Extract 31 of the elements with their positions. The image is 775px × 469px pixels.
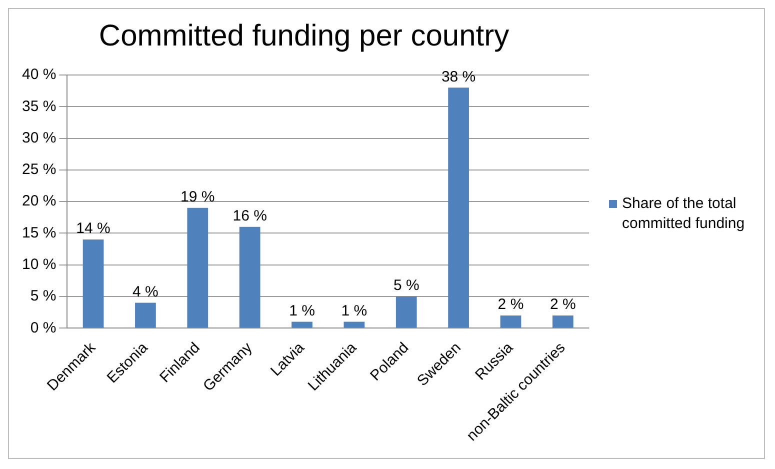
data-label: 2 % xyxy=(498,296,524,314)
data-label: 16 % xyxy=(232,208,267,225)
data-label: 5 % xyxy=(393,277,420,294)
bar xyxy=(448,88,469,328)
y-tick-label: 10 % xyxy=(22,256,56,273)
y-tick-label: 15 % xyxy=(22,224,56,242)
data-label: 14 % xyxy=(76,220,110,238)
y-tick-label: 20 % xyxy=(22,192,56,210)
data-label: 2 % xyxy=(550,296,576,314)
data-label: 4 % xyxy=(132,283,158,300)
bar xyxy=(187,208,208,328)
bar xyxy=(396,296,417,328)
data-label: 1 % xyxy=(289,302,315,320)
y-tick-label: 5 % xyxy=(30,288,56,305)
bar xyxy=(135,302,156,328)
y-tick-label: 35 % xyxy=(22,98,56,115)
bar xyxy=(292,322,312,328)
y-tick-label: 30 % xyxy=(22,129,56,146)
bar xyxy=(552,315,574,328)
bar xyxy=(82,240,104,328)
data-label: 19 % xyxy=(180,188,215,206)
bar xyxy=(239,226,260,328)
y-tick-label: 25 % xyxy=(22,161,56,178)
legend-label: Share of the total committed funding xyxy=(622,194,746,234)
bar xyxy=(500,315,522,328)
data-label: 38 % xyxy=(441,68,476,86)
bar xyxy=(344,322,365,328)
data-label: 1 % xyxy=(341,302,368,320)
y-tick-label: 40 % xyxy=(22,66,56,84)
y-tick-label: 0 % xyxy=(30,319,56,336)
chart-title: Committed funding per country xyxy=(98,19,510,52)
